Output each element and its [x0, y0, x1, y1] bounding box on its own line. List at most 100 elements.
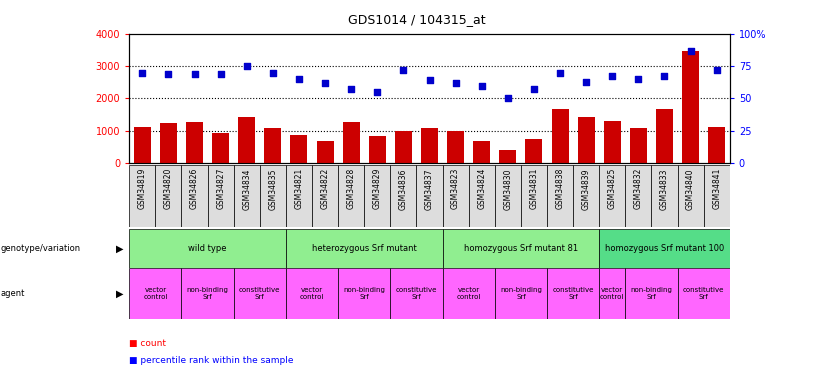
Point — [423, 77, 436, 83]
Bar — [239, 117, 255, 163]
Text: non-binding
Srf: non-binding Srf — [187, 287, 229, 300]
Text: constitutive
Srf: constitutive Srf — [239, 287, 280, 300]
Text: ▶: ▶ — [116, 288, 123, 298]
Text: heterozygous Srf mutant: heterozygous Srf mutant — [312, 244, 417, 253]
Bar — [421, 128, 438, 163]
Text: non-binding
Srf: non-binding Srf — [500, 287, 542, 300]
Bar — [416, 165, 443, 227]
Bar — [186, 122, 203, 163]
Bar — [317, 141, 334, 163]
Point — [684, 48, 697, 54]
Bar — [234, 268, 286, 319]
Text: GSM34840: GSM34840 — [686, 168, 695, 210]
Bar — [312, 165, 338, 227]
Bar — [364, 165, 390, 227]
Point — [631, 76, 645, 82]
Bar — [495, 165, 521, 227]
Bar — [547, 165, 573, 227]
Bar — [338, 268, 390, 319]
Point — [266, 70, 279, 76]
Text: GDS1014 / 104315_at: GDS1014 / 104315_at — [348, 13, 486, 26]
Text: ■ percentile rank within the sample: ■ percentile rank within the sample — [129, 356, 294, 365]
Bar — [500, 150, 516, 163]
Text: GSM34833: GSM34833 — [660, 168, 669, 210]
Text: GSM34827: GSM34827 — [216, 168, 225, 210]
Text: homozygous Srf mutant 100: homozygous Srf mutant 100 — [605, 244, 724, 253]
Bar — [473, 141, 490, 163]
Bar — [443, 268, 495, 319]
Bar — [264, 128, 281, 163]
Bar — [626, 165, 651, 227]
Text: homozygous Srf mutant 81: homozygous Srf mutant 81 — [464, 244, 578, 253]
Bar — [129, 268, 182, 319]
Point — [554, 70, 567, 76]
Text: GSM34820: GSM34820 — [164, 168, 173, 210]
Bar — [677, 268, 730, 319]
Point — [370, 89, 384, 95]
Text: GSM34821: GSM34821 — [294, 168, 304, 209]
Bar — [626, 268, 677, 319]
Text: GSM34832: GSM34832 — [634, 168, 643, 210]
Point — [292, 76, 305, 82]
Point — [397, 67, 410, 73]
Point — [188, 71, 201, 77]
Text: non-binding
Srf: non-binding Srf — [344, 287, 385, 300]
Text: GSM34837: GSM34837 — [425, 168, 434, 210]
Bar — [521, 165, 547, 227]
Bar — [338, 165, 364, 227]
Bar — [469, 165, 495, 227]
Bar — [286, 268, 338, 319]
Text: GSM34830: GSM34830 — [504, 168, 512, 210]
Text: GSM34835: GSM34835 — [269, 168, 278, 210]
Bar — [443, 229, 599, 268]
Bar — [133, 127, 151, 163]
Bar — [682, 51, 699, 163]
Point — [240, 63, 254, 69]
Text: GSM34831: GSM34831 — [530, 168, 539, 210]
Text: GSM34829: GSM34829 — [373, 168, 382, 210]
Text: GSM34834: GSM34834 — [242, 168, 251, 210]
Text: vector
control: vector control — [600, 287, 625, 300]
Bar — [443, 165, 469, 227]
Bar — [155, 165, 182, 227]
Bar — [704, 165, 730, 227]
Bar — [551, 110, 569, 163]
Text: GSM34825: GSM34825 — [608, 168, 617, 210]
Bar — [599, 229, 730, 268]
Text: GSM34836: GSM34836 — [399, 168, 408, 210]
Text: GSM34826: GSM34826 — [190, 168, 199, 210]
Text: vector
control: vector control — [300, 287, 324, 300]
Point — [319, 80, 332, 86]
Point — [136, 70, 149, 76]
Bar — [182, 165, 208, 227]
Bar — [630, 128, 647, 163]
Bar — [286, 229, 443, 268]
Bar — [343, 122, 359, 163]
Bar — [708, 127, 726, 163]
Point — [710, 67, 723, 73]
Point — [658, 74, 671, 80]
Point — [214, 71, 228, 77]
Bar — [390, 268, 443, 319]
Text: GSM34819: GSM34819 — [138, 168, 147, 210]
Bar — [390, 165, 416, 227]
Point — [501, 96, 515, 102]
Text: ■ count: ■ count — [129, 339, 166, 348]
Text: GSM34839: GSM34839 — [581, 168, 590, 210]
Text: GSM34824: GSM34824 — [477, 168, 486, 210]
Bar — [599, 268, 626, 319]
Bar — [208, 165, 234, 227]
Bar — [656, 110, 673, 163]
Bar — [578, 117, 595, 163]
Bar — [129, 165, 155, 227]
Text: GSM34822: GSM34822 — [320, 168, 329, 209]
Text: constitutive
Srf: constitutive Srf — [552, 287, 594, 300]
Bar — [260, 165, 286, 227]
Bar — [651, 165, 677, 227]
Bar — [604, 121, 620, 163]
Point — [580, 79, 593, 85]
Bar — [599, 165, 626, 227]
Text: vector
control: vector control — [456, 287, 481, 300]
Bar — [495, 268, 547, 319]
Text: ▶: ▶ — [116, 243, 123, 254]
